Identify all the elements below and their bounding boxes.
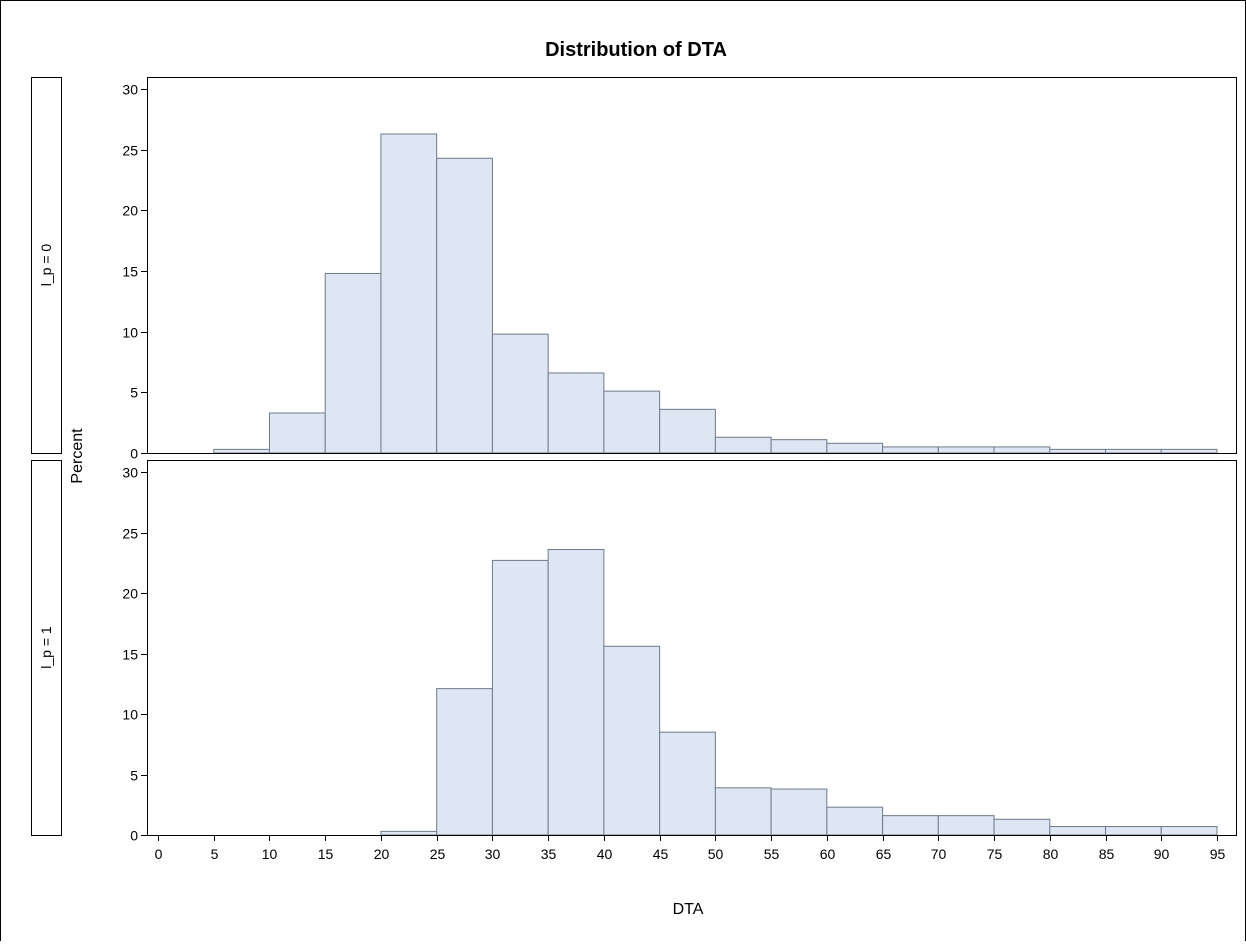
x-tick-label: 85 <box>1099 846 1115 862</box>
panel-strip-box <box>31 77 62 454</box>
x-tick-label: 5 <box>211 846 219 862</box>
histogram-bar <box>603 390 661 454</box>
x-axis-label: DTA <box>673 901 704 918</box>
y-tick-label: 5 <box>130 768 138 784</box>
histogram-bar <box>380 830 438 836</box>
panel-strip-label: l_p = 0 <box>38 244 54 287</box>
histogram-bar <box>436 157 493 454</box>
chart-title: Distribution of DTA <box>545 39 727 61</box>
y-tick-label: 10 <box>122 707 138 723</box>
y-tick-label: 20 <box>122 586 138 602</box>
histogram-bar <box>826 806 884 836</box>
plot-area-border <box>147 460 1237 836</box>
x-tick-label: 10 <box>262 846 278 862</box>
histogram-bar <box>268 412 326 454</box>
y-tick-label: 5 <box>130 385 138 401</box>
histogram-bar <box>993 446 1051 454</box>
x-tick-label: 40 <box>597 846 613 862</box>
histogram-bar <box>1160 826 1218 836</box>
histogram-bar <box>547 372 605 454</box>
x-tick-label: 60 <box>820 846 836 862</box>
panel-1: l_p = 1 0 5 10 15 20 25 30 <box>31 460 1237 844</box>
histogram-bar <box>659 408 716 454</box>
x-tick-label: 20 <box>374 846 390 862</box>
histogram-bar <box>714 436 772 454</box>
histogram-bar <box>491 559 549 836</box>
y-tick-label: 30 <box>122 82 138 98</box>
x-tick-label: 30 <box>485 846 501 862</box>
histogram-bar <box>659 731 716 836</box>
histogram-bar <box>603 645 661 836</box>
y-tick-label: 25 <box>122 526 138 542</box>
x-tick-label: 25 <box>430 846 446 862</box>
x-tick-label: 70 <box>931 846 947 862</box>
histogram-bar <box>826 442 884 454</box>
histogram-bar <box>993 818 1051 836</box>
histogram-bar <box>1049 448 1107 454</box>
histogram-bar <box>882 446 939 454</box>
histogram-bar <box>770 788 828 836</box>
histogram-bar <box>937 446 995 454</box>
x-tick-label: 55 <box>764 846 780 862</box>
x-tick-label: 65 <box>876 846 892 862</box>
x-tick-label: 80 <box>1043 846 1059 862</box>
y-tick-label: 0 <box>130 828 138 844</box>
histogram-bar <box>1105 448 1162 454</box>
y-tick-label: 0 <box>130 446 138 462</box>
x-tick-label: 45 <box>653 846 669 862</box>
plot-area-border <box>147 77 1237 454</box>
x-tick-label: 0 <box>155 846 163 862</box>
histogram-bar <box>547 549 605 836</box>
x-tick-label: 35 <box>541 846 557 862</box>
panel-strip-label: l_p = 1 <box>38 626 54 669</box>
histogram-bar <box>882 815 939 836</box>
y-axis-label: Percent <box>69 428 86 484</box>
x-tick-label: 95 <box>1210 846 1226 862</box>
y-tick-label: 15 <box>122 647 138 663</box>
x-tick-label: 50 <box>708 846 724 862</box>
y-tick-label: 10 <box>122 325 138 341</box>
panel-0: l_p = 0 0 5 10 15 20 25 30 <box>31 77 1237 462</box>
histogram-bar <box>213 448 270 454</box>
panels: l_p = 0 0 5 10 15 20 25 30 l_p = 1 0 5 10 15 20 25 30 0 5… <box>31 77 1237 862</box>
histogram-bar <box>1049 826 1107 836</box>
x-tick-label: 15 <box>318 846 334 862</box>
histogram-bar <box>491 333 549 454</box>
y-tick-label: 30 <box>122 465 138 481</box>
histogram-bar <box>380 133 438 454</box>
histogram-bar <box>1105 826 1162 836</box>
histogram-bar <box>324 272 382 454</box>
histogram-bar <box>770 439 828 454</box>
panel-strip-box <box>31 460 62 836</box>
y-tick-label: 20 <box>122 203 138 219</box>
histogram-bar <box>937 815 995 836</box>
x-tick-label: 75 <box>987 846 1003 862</box>
histogram-bar <box>714 787 772 836</box>
histogram-bar <box>436 688 493 836</box>
y-tick-label: 15 <box>122 264 138 280</box>
y-tick-label: 25 <box>122 143 138 159</box>
x-tick-label: 90 <box>1154 846 1170 862</box>
histogram-bar <box>1160 448 1218 454</box>
